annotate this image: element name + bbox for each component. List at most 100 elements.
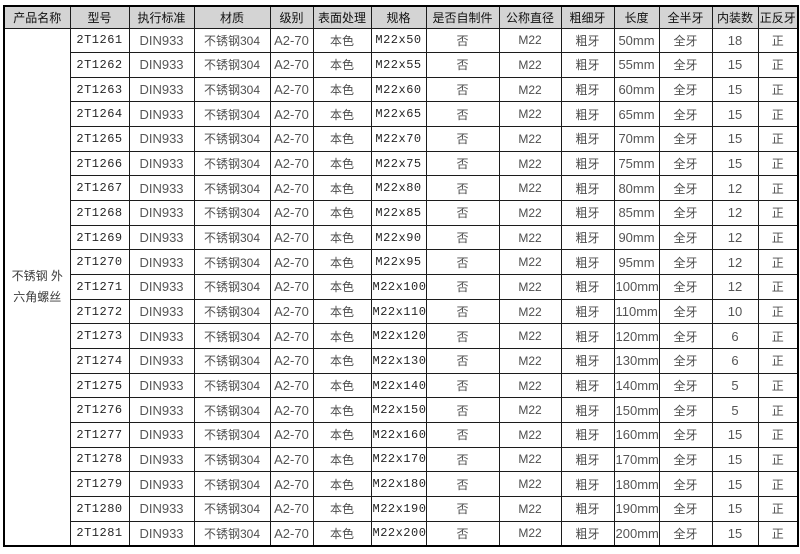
table-row: 2T1265 DIN933 不锈钢304 A2-70 本色 M22x70 否 M22 粗牙 70m… [4,126,799,152]
cell-spec: M22x90 [370,224,427,251]
cell-direction: 正 [757,27,799,54]
cell-grade: A2-70 [269,422,314,448]
cell-qty: 12 [711,175,759,202]
cell-spec: M22x190 [370,495,427,522]
cell-surface: 本色 [312,471,372,497]
cell-surface: 本色 [312,76,372,103]
cell-standard: DIN933 [128,422,195,448]
cell-standard: DIN933 [128,27,195,54]
cell-grade: A2-70 [269,52,314,78]
cell-model: 2T1266 [69,150,130,177]
cell-diameter: M22 [498,224,562,251]
cell-qty: 5 [711,397,759,423]
cell-surface: 本色 [312,249,372,276]
cell-material: 不锈钢304 [193,150,271,177]
cell-spec: M22x65 [370,101,427,128]
cell-material: 不锈钢304 [193,397,271,423]
cell-standard: DIN933 [128,76,195,103]
cell-self-made: 否 [425,298,500,325]
cell-direction: 正 [757,52,799,78]
cell-coverage: 全牙 [658,52,713,78]
cell-standard: DIN933 [128,446,195,473]
cell-surface: 本色 [312,520,372,547]
cell-diameter: M22 [498,298,562,325]
cell-material: 不锈钢304 [193,471,271,497]
cell-surface: 本色 [312,200,372,226]
cell-direction: 正 [757,200,799,226]
table-row: 2T1264 DIN933 不锈钢304 A2-70 本色 M22x65 否 M22 粗牙 65m… [4,101,799,128]
cell-grade: A2-70 [269,348,314,374]
cell-self-made: 否 [425,175,500,202]
cell-self-made: 否 [425,101,500,128]
cell-thread: 粗牙 [560,323,615,350]
cell-length: 200mm [613,520,660,547]
cell-self-made: 否 [425,274,500,300]
cell-grade: A2-70 [269,76,314,103]
cell-coverage: 全牙 [658,224,713,251]
cell-direction: 正 [757,495,799,522]
cell-standard: DIN933 [128,274,195,300]
column-header-surface: 表面处理 [312,5,372,29]
cell-length: 170mm [613,446,660,473]
cell-model: 2T1273 [69,323,130,350]
cell-diameter: M22 [498,200,562,226]
cell-diameter: M22 [498,76,562,103]
cell-standard: DIN933 [128,471,195,497]
cell-qty: 15 [711,520,759,547]
cell-self-made: 否 [425,372,500,399]
cell-model: 2T1274 [69,348,130,374]
cell-thread: 粗牙 [560,274,615,300]
cell-standard: DIN933 [128,348,195,374]
cell-length: 85mm [613,200,660,226]
cell-self-made: 否 [425,397,500,423]
table-row: 2T1276 DIN933 不锈钢304 A2-70 本色 M22x150 否 M22 粗牙 15… [4,397,799,423]
cell-thread: 粗牙 [560,348,615,374]
cell-direction: 正 [757,446,799,473]
cell-spec: M22x170 [370,446,427,473]
cell-length: 150mm [613,397,660,423]
cell-material: 不锈钢304 [193,274,271,300]
cell-direction: 正 [757,348,799,374]
cell-thread: 粗牙 [560,446,615,473]
cell-model: 2T1279 [69,471,130,497]
cell-material: 不锈钢304 [193,224,271,251]
cell-qty: 15 [711,126,759,152]
cell-model: 2T1267 [69,175,130,202]
cell-self-made: 否 [425,446,500,473]
cell-length: 180mm [613,471,660,497]
cell-diameter: M22 [498,52,562,78]
cell-surface: 本色 [312,372,372,399]
cell-model: 2T1269 [69,224,130,251]
cell-diameter: M22 [498,520,562,547]
cell-diameter: M22 [498,471,562,497]
cell-surface: 本色 [312,298,372,325]
cell-qty: 12 [711,249,759,276]
column-header-qty: 内装数 [711,5,759,29]
cell-spec: M22x180 [370,471,427,497]
cell-qty: 15 [711,446,759,473]
table-row: 2T1269 DIN933 不锈钢304 A2-70 本色 M22x90 否 M22 粗牙 90m… [4,224,799,251]
cell-direction: 正 [757,224,799,251]
cell-self-made: 否 [425,200,500,226]
cell-surface: 本色 [312,422,372,448]
cell-diameter: M22 [498,372,562,399]
cell-self-made: 否 [425,27,500,54]
cell-direction: 正 [757,249,799,276]
column-header-grade: 级别 [269,5,314,29]
cell-spec: M22x120 [370,323,427,350]
cell-diameter: M22 [498,422,562,448]
table-row: 2T1268 DIN933 不锈钢304 A2-70 本色 M22x85 否 M22 粗牙 85m… [4,200,799,226]
cell-coverage: 全牙 [658,101,713,128]
table-row: 2T1271 DIN933 不锈钢304 A2-70 本色 M22x100 否 M22 粗牙 10… [4,274,799,300]
cell-thread: 粗牙 [560,27,615,54]
table-row: 2T1262 DIN933 不锈钢304 A2-70 本色 M22x55 否 M22 粗牙 55m… [4,52,799,78]
cell-grade: A2-70 [269,520,314,547]
cell-direction: 正 [757,126,799,152]
cell-self-made: 否 [425,348,500,374]
product-spec-table: 产品名称 型号 执行标准 材质 级别 表面处理 规格 是否自制件 公称直径 粗细牙 长度 全半牙 内装数… [3,5,799,547]
table-row: 不锈钢 外六角螺丝 2T1261 DIN933 不锈钢304 A2-70 本色 M22x50… [3,27,799,547]
cell-length: 65mm [613,101,660,128]
cell-diameter: M22 [498,323,562,350]
cell-surface: 本色 [312,52,372,78]
cell-material: 不锈钢304 [193,520,271,547]
